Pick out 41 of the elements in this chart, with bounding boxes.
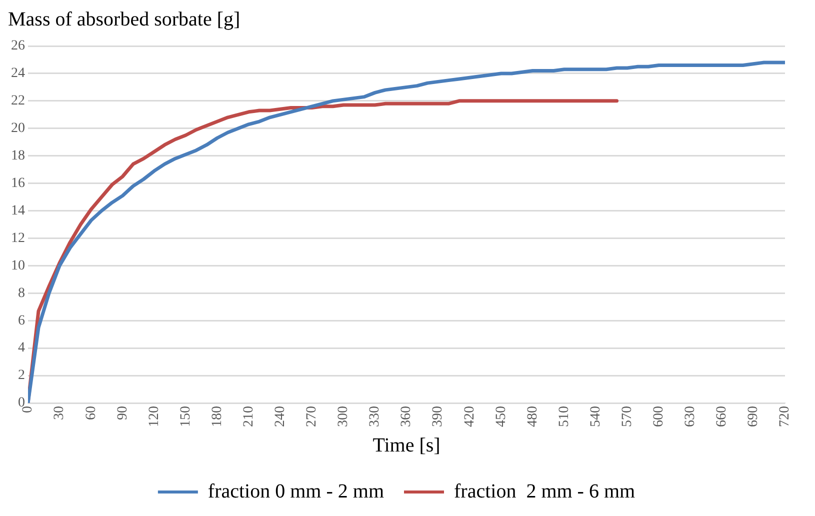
x-tick-label: 660 [714,406,730,427]
x-tick-label: 270 [304,406,320,427]
x-tick-label: 30 [52,406,68,420]
x-tick-label: 120 [146,406,162,427]
x-tick-label: 150 [178,406,194,427]
x-tick-label: 510 [556,406,572,427]
y-tick-label: 24 [11,66,25,82]
y-tick-label: 2 [18,368,25,384]
legend-label: fraction 2 mm - 6 mm [454,480,636,502]
y-tick-label: 16 [11,176,25,191]
y-tick-label: 6 [18,313,25,328]
x-tick-label: 450 [494,406,509,427]
legend-label: fraction 0 mm - 2 mm [208,480,384,502]
y-tick-label: 20 [11,121,25,136]
x-tick-label: 420 [462,406,478,427]
y-tick-label: 22 [11,94,25,109]
x-tick-label: 720 [778,406,793,427]
x-axis-title: Time [s] [372,434,440,456]
y-tick-label: 10 [11,258,25,274]
y-tick-label: 12 [11,230,25,246]
x-tick-label: 360 [399,406,414,427]
x-tick-label: 690 [746,406,762,427]
x-tick-label: 600 [652,406,667,427]
y-tick-label: 26 [11,38,25,54]
x-tick-label: 390 [430,406,446,427]
y-axis-title: Mass of absorbed sorbate [g] [8,8,240,30]
x-tick-label: 300 [336,406,352,427]
x-tick-label: 240 [273,406,288,427]
x-tick-label: 180 [210,406,225,427]
x-tick-label: 570 [620,406,635,427]
y-tick-label: 4 [18,340,25,356]
y-tick-label: 8 [18,286,25,301]
x-tick-label: 60 [84,406,99,420]
x-tick-label: 210 [241,406,256,427]
x-tick-label: 540 [588,406,604,427]
y-tick-label: 14 [11,203,25,218]
x-tick-label: 630 [683,406,698,427]
x-tick-label: 90 [115,406,130,420]
x-tick-label: 330 [368,406,383,427]
x-tick-label: 480 [525,406,540,427]
y-tick-label: 18 [11,148,25,164]
